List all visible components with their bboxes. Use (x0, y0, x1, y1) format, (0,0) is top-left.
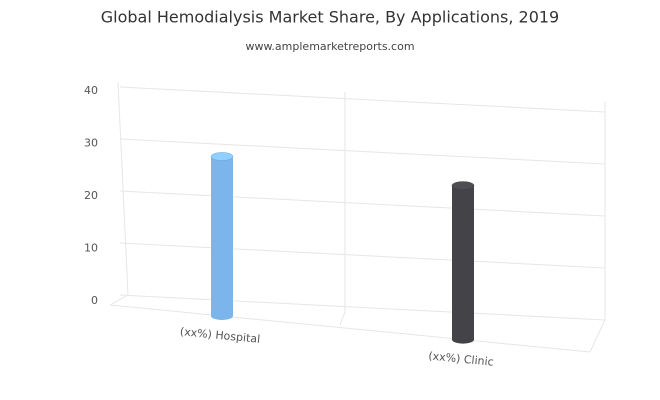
bar (211, 156, 233, 316)
y-tick-label: 30 (84, 137, 98, 150)
grid-line (119, 86, 606, 113)
floor-left (109, 294, 129, 306)
grid-line (119, 138, 606, 165)
left-edge (117, 81, 129, 296)
floor-right (589, 319, 606, 353)
y-tick-label: 0 (91, 294, 98, 307)
floor-mid (339, 311, 346, 326)
y-tick-label: 10 (84, 242, 98, 255)
floor-front (109, 304, 591, 353)
grid-line (119, 190, 606, 217)
y-tick-label: 20 (84, 189, 98, 202)
bar (452, 185, 474, 340)
x-tick-label: (xx%) Clinic (428, 349, 494, 368)
chart-title: Global Hemodialysis Market Share, By App… (101, 8, 559, 27)
frame (109, 81, 606, 353)
x-tick-label: (xx%) Hospital (179, 325, 260, 346)
bar-top (210, 152, 234, 161)
chart-subtitle: www.amplemarketreports.com (245, 40, 414, 53)
grid-line (119, 242, 606, 269)
grid-line (119, 294, 606, 321)
bar-top (451, 181, 475, 190)
y-tick-label: 40 (84, 84, 98, 97)
